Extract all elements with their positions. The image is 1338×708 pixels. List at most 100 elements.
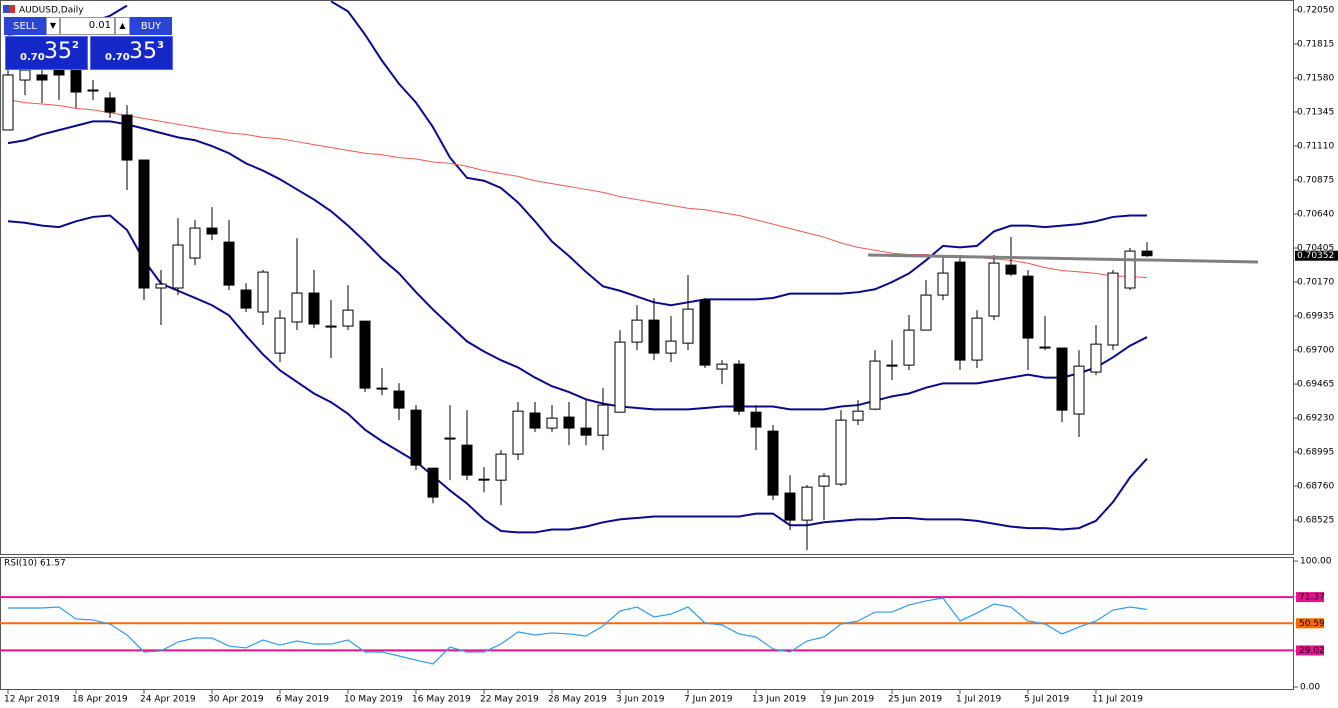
- last-price-label: 0.70352: [1297, 251, 1334, 261]
- candle-body: [886, 364, 898, 367]
- level-tag: [1296, 618, 1324, 629]
- sell-button[interactable]: SELL: [4, 17, 46, 35]
- candle-body: [104, 97, 116, 113]
- y-tick-label: 0.70875: [1297, 176, 1334, 186]
- x-tick-label: 18 Apr 2019: [72, 695, 128, 705]
- candle-body: [1090, 343, 1102, 373]
- candle-body: [495, 453, 507, 481]
- candle-body: [1039, 346, 1051, 349]
- y-tick-label: 0.70640: [1297, 210, 1334, 220]
- candle-body: [937, 272, 949, 296]
- candle-body: [189, 227, 201, 259]
- candle-body: [801, 486, 813, 521]
- chart-title: AUDUSD,Daily: [19, 6, 84, 16]
- candle-body: [1107, 272, 1119, 346]
- rsi-plot: [0, 596, 1294, 665]
- candle-body: [206, 227, 218, 235]
- candle-body: [427, 467, 439, 498]
- candle-body: [36, 74, 48, 81]
- last-price-tag: [1295, 250, 1338, 261]
- x-tick-label: 3 Jun 2019: [616, 695, 665, 705]
- candle-body: [87, 89, 99, 92]
- candle-body: [1073, 365, 1085, 415]
- candle-body: [920, 294, 932, 331]
- x-tick-label: 5 Jul 2019: [1024, 695, 1069, 705]
- volume-input[interactable]: 0.01: [60, 17, 115, 35]
- ask-quote[interactable]: 0.70 35 3: [90, 36, 173, 70]
- candle-body: [733, 363, 745, 412]
- candle-body: [631, 319, 643, 343]
- bid-big: 35: [44, 39, 72, 64]
- candle-body: [546, 417, 558, 429]
- candle-body: [529, 412, 541, 429]
- candle-body: [835, 419, 847, 485]
- candle-body: [597, 404, 609, 436]
- candle-body: [869, 360, 881, 410]
- bid-small: 2: [72, 40, 79, 51]
- trend-line: [867, 253, 1259, 264]
- x-tick-label: 25 Jun 2019: [888, 695, 942, 705]
- candle-body: [954, 261, 966, 361]
- candle-body: [308, 292, 320, 325]
- price-panel-frame: [0, 0, 1294, 555]
- overlay-line: [330, 0, 1147, 307]
- candle-body: [1124, 250, 1136, 289]
- candle-body: [2, 74, 14, 131]
- price-plot: [2, 0, 1153, 551]
- buy-button[interactable]: BUY: [130, 17, 172, 35]
- candle-body: [784, 492, 796, 521]
- volume-up[interactable]: ▲: [115, 17, 130, 35]
- x-tick-label: 10 May 2019: [344, 695, 403, 705]
- candle-body: [172, 244, 184, 289]
- candle-body: [580, 427, 592, 436]
- overlay-line: [7, 214, 1148, 534]
- y-tick-label: 0.68525: [1297, 516, 1334, 526]
- x-tick-label: 16 May 2019: [412, 695, 471, 705]
- bid-quote[interactable]: 0.70 35 2: [5, 36, 88, 70]
- overlay-line: [7, 120, 1148, 411]
- bid-prefix: 0.70: [20, 52, 45, 63]
- candle-body: [19, 69, 31, 81]
- candle-body: [359, 320, 371, 389]
- candle-body: [393, 390, 405, 409]
- x-tick-label: 11 Jul 2019: [1092, 695, 1143, 705]
- x-tick-label: 7 Jun 2019: [684, 695, 733, 705]
- candle-body: [512, 410, 524, 455]
- candle-body: [699, 299, 711, 366]
- x-tick-label: 12 Apr 2019: [4, 695, 60, 705]
- candle-body: [988, 262, 1000, 317]
- rsi-title: RSI(10) 61.57: [4, 559, 66, 569]
- candle-body: [1005, 264, 1017, 275]
- level-label: 29.02: [1299, 646, 1325, 656]
- candle-body: [716, 363, 728, 370]
- candle-body: [240, 289, 252, 309]
- rsi-line: [8, 597, 1148, 665]
- y-tick-label: 0.69700: [1297, 346, 1334, 356]
- y-tick-label: 0.68995: [1297, 448, 1334, 458]
- candle-body: [155, 283, 167, 289]
- x-tick-label: 24 Apr 2019: [140, 695, 196, 705]
- candle-body: [648, 319, 660, 354]
- candle-body: [223, 241, 235, 286]
- candle-body: [121, 114, 133, 161]
- x-tick-label: 22 May 2019: [480, 695, 539, 705]
- candle-body: [682, 308, 694, 344]
- ask-prefix: 0.70: [105, 52, 130, 63]
- candle-body: [376, 387, 388, 390]
- candle-body: [53, 69, 65, 76]
- candle-body: [478, 478, 490, 481]
- level-tag: [1296, 645, 1324, 656]
- x-tick-label: 1 Jul 2019: [956, 695, 1001, 705]
- candle-body: [818, 475, 830, 487]
- candle-body: [138, 159, 150, 289]
- volume-down[interactable]: ▼: [46, 17, 60, 35]
- candle-body: [1141, 250, 1153, 257]
- level-tag: [1296, 592, 1324, 603]
- candle-body: [461, 444, 473, 476]
- y-tick-label: 0.69935: [1297, 312, 1334, 322]
- candle-body: [852, 410, 864, 421]
- x-tick-label: 30 Apr 2019: [208, 695, 264, 705]
- candle-body: [274, 317, 286, 354]
